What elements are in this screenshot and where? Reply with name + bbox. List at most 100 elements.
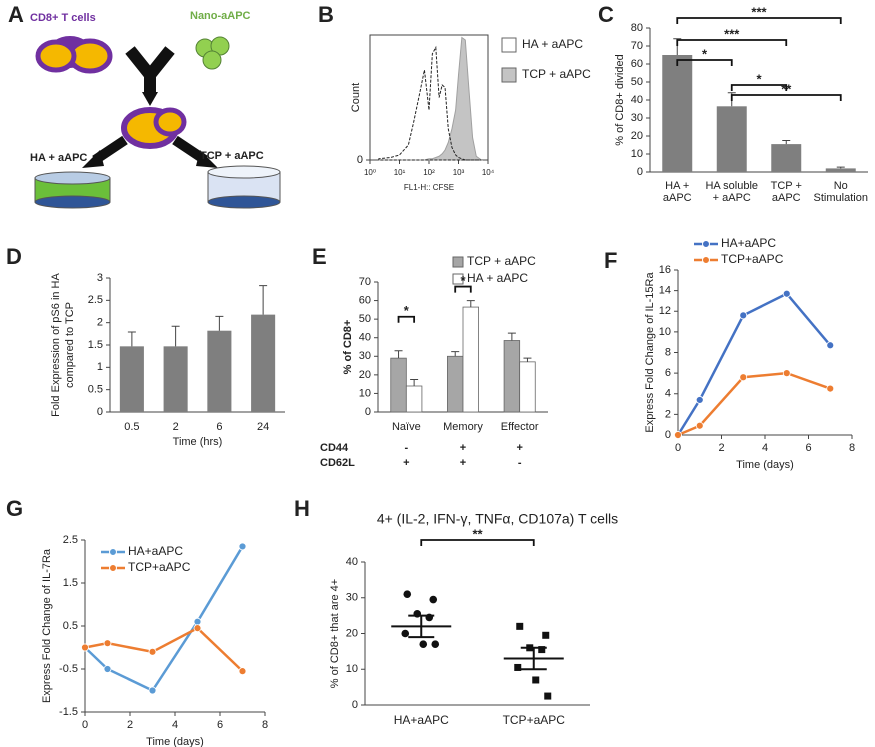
x-tick-label: 6 bbox=[217, 719, 223, 731]
point bbox=[148, 686, 157, 695]
legend-label: TCP+aAPC bbox=[721, 252, 784, 266]
point bbox=[403, 590, 412, 598]
y-tick-label: 16 bbox=[659, 264, 671, 276]
point bbox=[81, 643, 89, 652]
x-tick-label: Effector bbox=[501, 421, 539, 433]
y-tick-label: 70 bbox=[359, 276, 371, 288]
error-bar bbox=[215, 315, 224, 331]
x-tick-label: HA+aAPC bbox=[394, 713, 449, 727]
y-tick-label: 50 bbox=[359, 313, 371, 325]
panel-label: A bbox=[8, 2, 24, 27]
y-tick-label: 14 bbox=[659, 285, 671, 297]
x-tick-label: 0 bbox=[675, 442, 681, 454]
error-bar bbox=[410, 379, 419, 386]
y-tick-label: -0.5 bbox=[59, 663, 78, 675]
x-tick-label: 10² bbox=[423, 168, 435, 177]
x-tick-label: 10³ bbox=[453, 168, 465, 177]
point bbox=[401, 629, 410, 638]
area bbox=[378, 45, 482, 161]
x-tick-label: 2 bbox=[718, 442, 724, 454]
y-tick-label: 10 bbox=[346, 663, 358, 675]
y-tick-label: 10 bbox=[359, 387, 371, 399]
point bbox=[103, 639, 112, 648]
x-tick-label: No bbox=[834, 180, 848, 192]
legend-swatch bbox=[452, 273, 464, 285]
y-tick-label: 50 bbox=[631, 76, 643, 88]
point bbox=[826, 341, 835, 350]
y-tick-label: 0.5 bbox=[88, 384, 103, 396]
y-tick-label: 2 bbox=[97, 317, 103, 329]
chart-title: 4+ (IL-2, IFN-γ, TNFα, CD107a) T cells bbox=[377, 511, 618, 527]
significance-label: *** bbox=[724, 26, 740, 41]
x-tick-label: Memory bbox=[443, 421, 483, 433]
y-tick-label: 1 bbox=[97, 361, 103, 373]
legend-label: HA+aAPC bbox=[128, 544, 183, 558]
y-tick-label: 0.5 bbox=[63, 620, 78, 632]
x-axis-label: FL1-H:: CFSE bbox=[404, 183, 454, 192]
point bbox=[514, 663, 522, 671]
point bbox=[782, 289, 791, 298]
significance-bracket bbox=[730, 94, 842, 101]
complex bbox=[153, 107, 187, 137]
y-tick-label: 60 bbox=[359, 294, 371, 306]
panel-label: D bbox=[6, 244, 22, 269]
panel-a: A CD8+ T cells Nano-aAPC HA + aAPC TCP +… bbox=[8, 2, 281, 209]
line bbox=[676, 292, 832, 436]
error-bar bbox=[259, 285, 268, 315]
point bbox=[695, 396, 704, 404]
point bbox=[695, 421, 704, 430]
error-bar bbox=[507, 332, 516, 341]
significance-bracket bbox=[730, 84, 788, 91]
x-axis-label: Time (days) bbox=[736, 459, 794, 471]
y-axis-label: Fold Expression of pS6 in HA bbox=[50, 272, 62, 416]
significance-label: * bbox=[756, 71, 762, 86]
y-tick-label: 12 bbox=[659, 305, 671, 317]
x-axis-label: Time (hrs) bbox=[173, 436, 223, 448]
significance-bracket bbox=[676, 17, 842, 24]
y-tick-label: 0 bbox=[97, 406, 103, 418]
y-axis-label: Express Fold Change of IL-7Ra bbox=[41, 548, 53, 703]
dish bbox=[207, 165, 281, 179]
x-tick-label: HA soluble bbox=[705, 180, 758, 192]
bar bbox=[447, 355, 464, 413]
row-value: - bbox=[518, 457, 522, 469]
y-tick-label: 2.5 bbox=[63, 534, 78, 546]
point bbox=[238, 542, 247, 551]
y-tick-label: 10 bbox=[659, 326, 671, 338]
panel-label: G bbox=[6, 496, 23, 521]
legend-swatch bbox=[501, 67, 517, 83]
bar bbox=[716, 106, 747, 172]
y-tick-label: 1.5 bbox=[63, 577, 78, 589]
y-axis-label: % of CD8+ divided bbox=[614, 54, 626, 145]
error-bar bbox=[466, 300, 475, 308]
point bbox=[238, 667, 247, 676]
x-tick-label: Stimulation bbox=[814, 192, 868, 204]
x-tick-label: Naïve bbox=[392, 421, 421, 433]
error-bar bbox=[451, 351, 460, 357]
y-tick-label: 10 bbox=[631, 148, 643, 160]
y-tick-label: 70 bbox=[631, 40, 643, 52]
y-tick-label: 0 bbox=[365, 406, 371, 418]
point bbox=[429, 595, 438, 604]
y-tick-label: 3 bbox=[97, 272, 103, 284]
legend-marker bbox=[702, 256, 710, 264]
x-tick-label: 10⁴ bbox=[482, 168, 495, 177]
y-tick-label: -1.5 bbox=[59, 706, 78, 718]
x-tick-label: 2 bbox=[127, 719, 133, 731]
x-tick-label: + aAPC bbox=[713, 192, 751, 204]
t-cell bbox=[35, 39, 77, 73]
x-axis-label: Time (days) bbox=[146, 736, 204, 747]
y-tick-label: 40 bbox=[346, 556, 358, 568]
significance-bracket bbox=[454, 285, 472, 293]
y-tick-label: 40 bbox=[359, 332, 371, 344]
y-axis-label: compared to TCP bbox=[64, 302, 76, 388]
panel-label: C bbox=[598, 2, 614, 27]
bar bbox=[462, 306, 479, 413]
bar bbox=[825, 168, 856, 172]
y-tick-label: 0 bbox=[665, 429, 671, 441]
significance-bracket bbox=[676, 39, 788, 46]
y-tick-label: 30 bbox=[631, 112, 643, 124]
x-tick-label: HA + bbox=[665, 180, 689, 192]
bar bbox=[163, 346, 188, 412]
point bbox=[538, 646, 546, 654]
